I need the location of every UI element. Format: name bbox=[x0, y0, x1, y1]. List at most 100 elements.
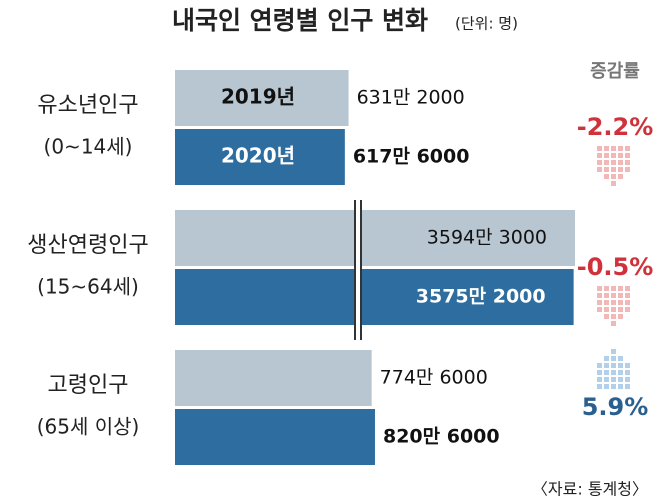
arrow-dot bbox=[597, 300, 602, 305]
bar bbox=[175, 70, 349, 126]
bar bbox=[175, 350, 372, 406]
bar bbox=[175, 269, 574, 325]
arrow-dot bbox=[604, 300, 609, 305]
arrow-dot bbox=[625, 286, 630, 291]
arrow-dot bbox=[597, 160, 602, 165]
value-label: 820만 6000 bbox=[383, 426, 500, 448]
arrow-dot bbox=[597, 293, 602, 298]
category-range: (15~64세) bbox=[37, 275, 139, 299]
arrow-dot bbox=[611, 307, 616, 312]
source: 〈자료: 통계청〉 bbox=[532, 480, 648, 499]
arrow-dot bbox=[625, 377, 630, 382]
arrow-dot bbox=[597, 146, 602, 151]
arrow-dot bbox=[618, 314, 623, 319]
arrow-dot bbox=[618, 384, 623, 389]
arrow-dot bbox=[604, 370, 609, 375]
arrow-dot bbox=[597, 377, 602, 382]
arrow-dot bbox=[597, 384, 602, 389]
arrow-dot bbox=[625, 363, 630, 368]
arrow-dot bbox=[597, 307, 602, 312]
arrow-dot bbox=[618, 153, 623, 158]
arrow-dot bbox=[604, 146, 609, 151]
arrow-dot bbox=[611, 377, 616, 382]
arrow-dot bbox=[604, 377, 609, 382]
arrow-dot bbox=[611, 167, 616, 172]
arrow-dot bbox=[604, 384, 609, 389]
category-range: (65세 이상) bbox=[37, 415, 140, 439]
arrow-dot bbox=[625, 370, 630, 375]
change-arrow bbox=[597, 146, 630, 186]
arrow-dot bbox=[604, 153, 609, 158]
value-label: 631만 2000 bbox=[357, 87, 465, 109]
arrow-dot bbox=[611, 293, 616, 298]
category-label: 고령인구 bbox=[48, 373, 129, 398]
arrow-dot bbox=[625, 146, 630, 151]
arrow-dot bbox=[618, 300, 623, 305]
category-label: 생산연령인구 bbox=[27, 233, 148, 258]
arrow-dot bbox=[597, 167, 602, 172]
arrow-dot bbox=[611, 314, 616, 319]
change-label: -2.2% bbox=[577, 113, 654, 141]
arrow-dot bbox=[611, 384, 616, 389]
arrow-dot bbox=[625, 160, 630, 165]
category-range: (0~14세) bbox=[44, 135, 133, 159]
arrow-dot bbox=[625, 300, 630, 305]
arrow-dot bbox=[604, 307, 609, 312]
change-arrow bbox=[597, 349, 630, 389]
legend-label: 2020년 bbox=[221, 144, 295, 168]
arrow-dot bbox=[611, 286, 616, 291]
arrow-dot bbox=[611, 174, 616, 179]
arrow-dot bbox=[604, 160, 609, 165]
arrow-dot bbox=[611, 160, 616, 165]
arrow-dot bbox=[611, 370, 616, 375]
arrow-dot bbox=[611, 363, 616, 368]
arrow-dot bbox=[611, 349, 616, 354]
bar bbox=[175, 409, 375, 465]
arrow-dot bbox=[604, 174, 609, 179]
arrow-dot bbox=[604, 356, 609, 361]
arrow-dot bbox=[597, 286, 602, 291]
arrow-dot bbox=[604, 286, 609, 291]
value-label: 617만 6000 bbox=[353, 146, 470, 168]
arrow-dot bbox=[618, 293, 623, 298]
arrow-dot bbox=[611, 321, 616, 326]
arrow-dot bbox=[611, 300, 616, 305]
arrow-dot bbox=[618, 160, 623, 165]
arrow-dot bbox=[618, 174, 623, 179]
value-label: 3575만 2000 bbox=[416, 286, 546, 308]
arrow-dot bbox=[618, 146, 623, 151]
bar bbox=[175, 210, 575, 266]
arrow-dot bbox=[597, 363, 602, 368]
chart-title: 내국인 연령별 인구 변화 bbox=[172, 6, 428, 35]
arrow-dot bbox=[618, 363, 623, 368]
arrow-dot bbox=[618, 377, 623, 382]
arrow-dot bbox=[604, 293, 609, 298]
bar bbox=[175, 129, 345, 185]
arrow-dot bbox=[611, 153, 616, 158]
change-title: 증감률 bbox=[590, 61, 640, 82]
arrow-dot bbox=[597, 153, 602, 158]
arrow-dot bbox=[604, 363, 609, 368]
legend-label: 2019년 bbox=[221, 85, 295, 109]
arrow-dot bbox=[611, 181, 616, 186]
arrow-dot bbox=[625, 153, 630, 158]
arrow-dot bbox=[611, 356, 616, 361]
arrow-dot bbox=[625, 384, 630, 389]
value-label: 774만 6000 bbox=[380, 367, 488, 389]
arrow-dot bbox=[625, 307, 630, 312]
change-label: -0.5% bbox=[577, 253, 654, 281]
unit-label: (단위: 명) bbox=[455, 15, 518, 33]
arrow-dot bbox=[611, 146, 616, 151]
arrow-dot bbox=[618, 307, 623, 312]
arrow-dot bbox=[618, 167, 623, 172]
arrow-dot bbox=[597, 370, 602, 375]
category-label: 유소년인구 bbox=[37, 93, 138, 118]
change-label: 5.9% bbox=[582, 393, 649, 421]
arrow-dot bbox=[604, 314, 609, 319]
arrow-dot bbox=[625, 167, 630, 172]
axis-break-gap bbox=[354, 200, 362, 340]
arrow-dot bbox=[618, 356, 623, 361]
arrow-dot bbox=[625, 293, 630, 298]
change-arrow bbox=[597, 286, 630, 326]
value-label: 3594만 3000 bbox=[427, 227, 547, 249]
